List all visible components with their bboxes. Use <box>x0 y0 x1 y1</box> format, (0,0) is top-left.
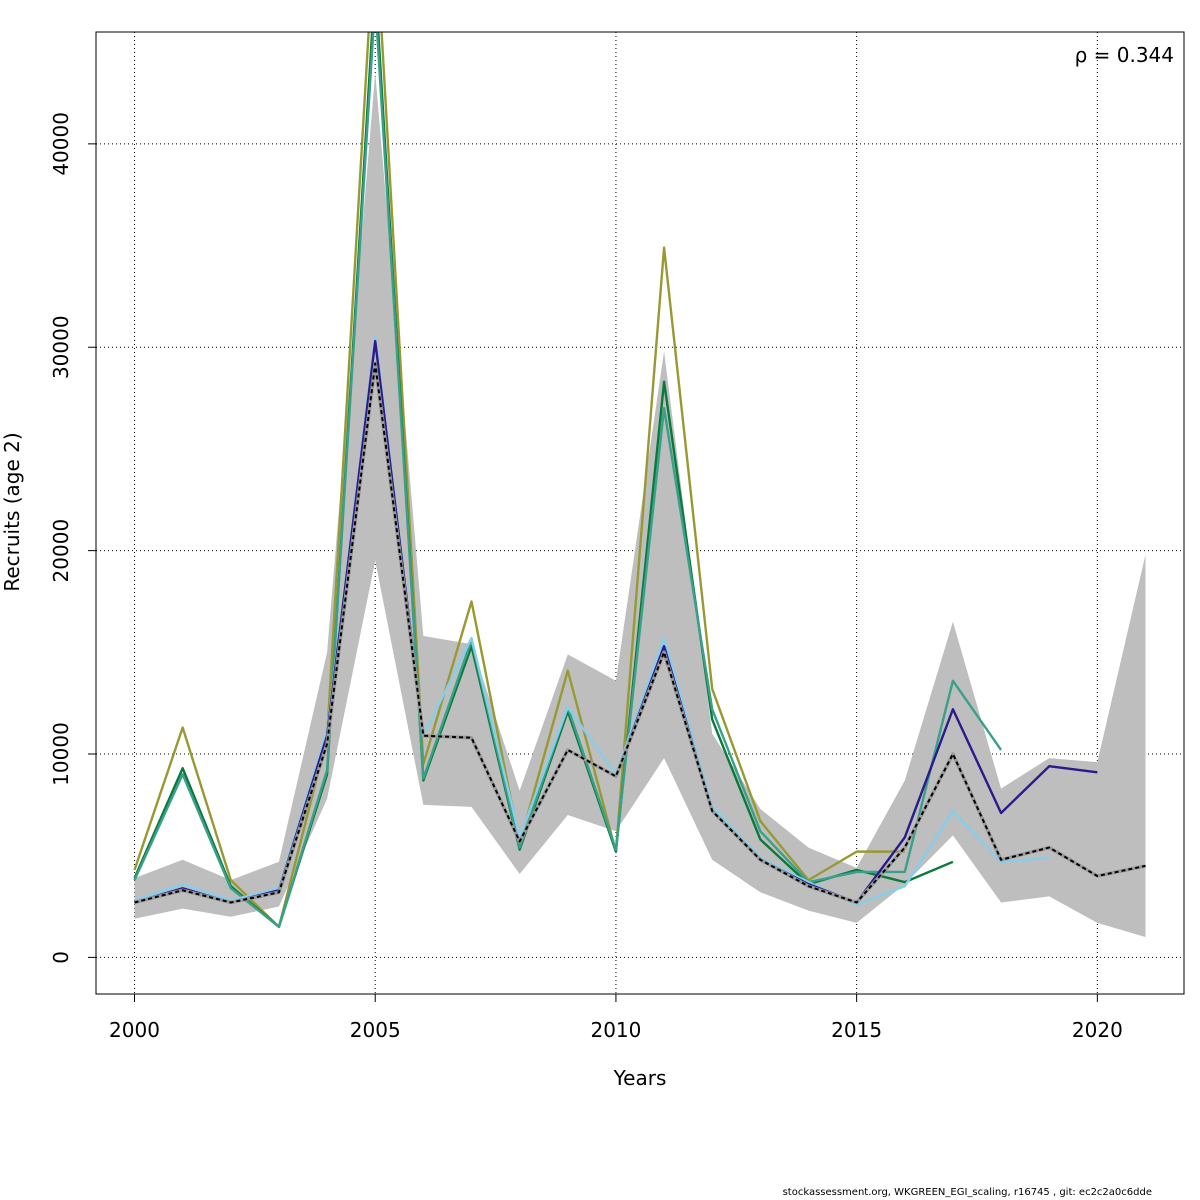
series-layer <box>133 32 1146 929</box>
series-line-estimate <box>134 362 1146 904</box>
x-tick-label: 2000 <box>109 1018 160 1042</box>
y-tick-label: 10000 <box>49 722 73 786</box>
y-tick-label: 30000 <box>49 315 73 379</box>
y-axis-title: Recruits (age 2) <box>0 432 24 591</box>
confidence-band-layer <box>134 72 1146 938</box>
footer-credit: stockassessment.org, WKGREEN_EGI_scaling… <box>782 1187 1152 1198</box>
x-tick-label: 2005 <box>350 1018 401 1042</box>
confidence-band <box>134 72 1146 938</box>
x-tick-label: 2015 <box>831 1018 882 1042</box>
y-tick-label: 0 <box>49 951 73 964</box>
plot-frame <box>95 31 1185 995</box>
y-tick-label: 40000 <box>49 112 73 176</box>
x-axis: 2000 2005 2010 2015 2020 <box>109 994 1123 1042</box>
y-axis: 0 10000 20000 30000 40000 <box>49 112 96 964</box>
x-tick-label: 2010 <box>590 1018 641 1042</box>
y-tick-label: 20000 <box>49 519 73 583</box>
rho-annotation: ρ = 0.344 <box>1075 43 1174 67</box>
x-axis-title: Years <box>613 1066 667 1090</box>
x-tick-label: 2020 <box>1072 1018 1123 1042</box>
series-line-peel <box>133 32 905 929</box>
